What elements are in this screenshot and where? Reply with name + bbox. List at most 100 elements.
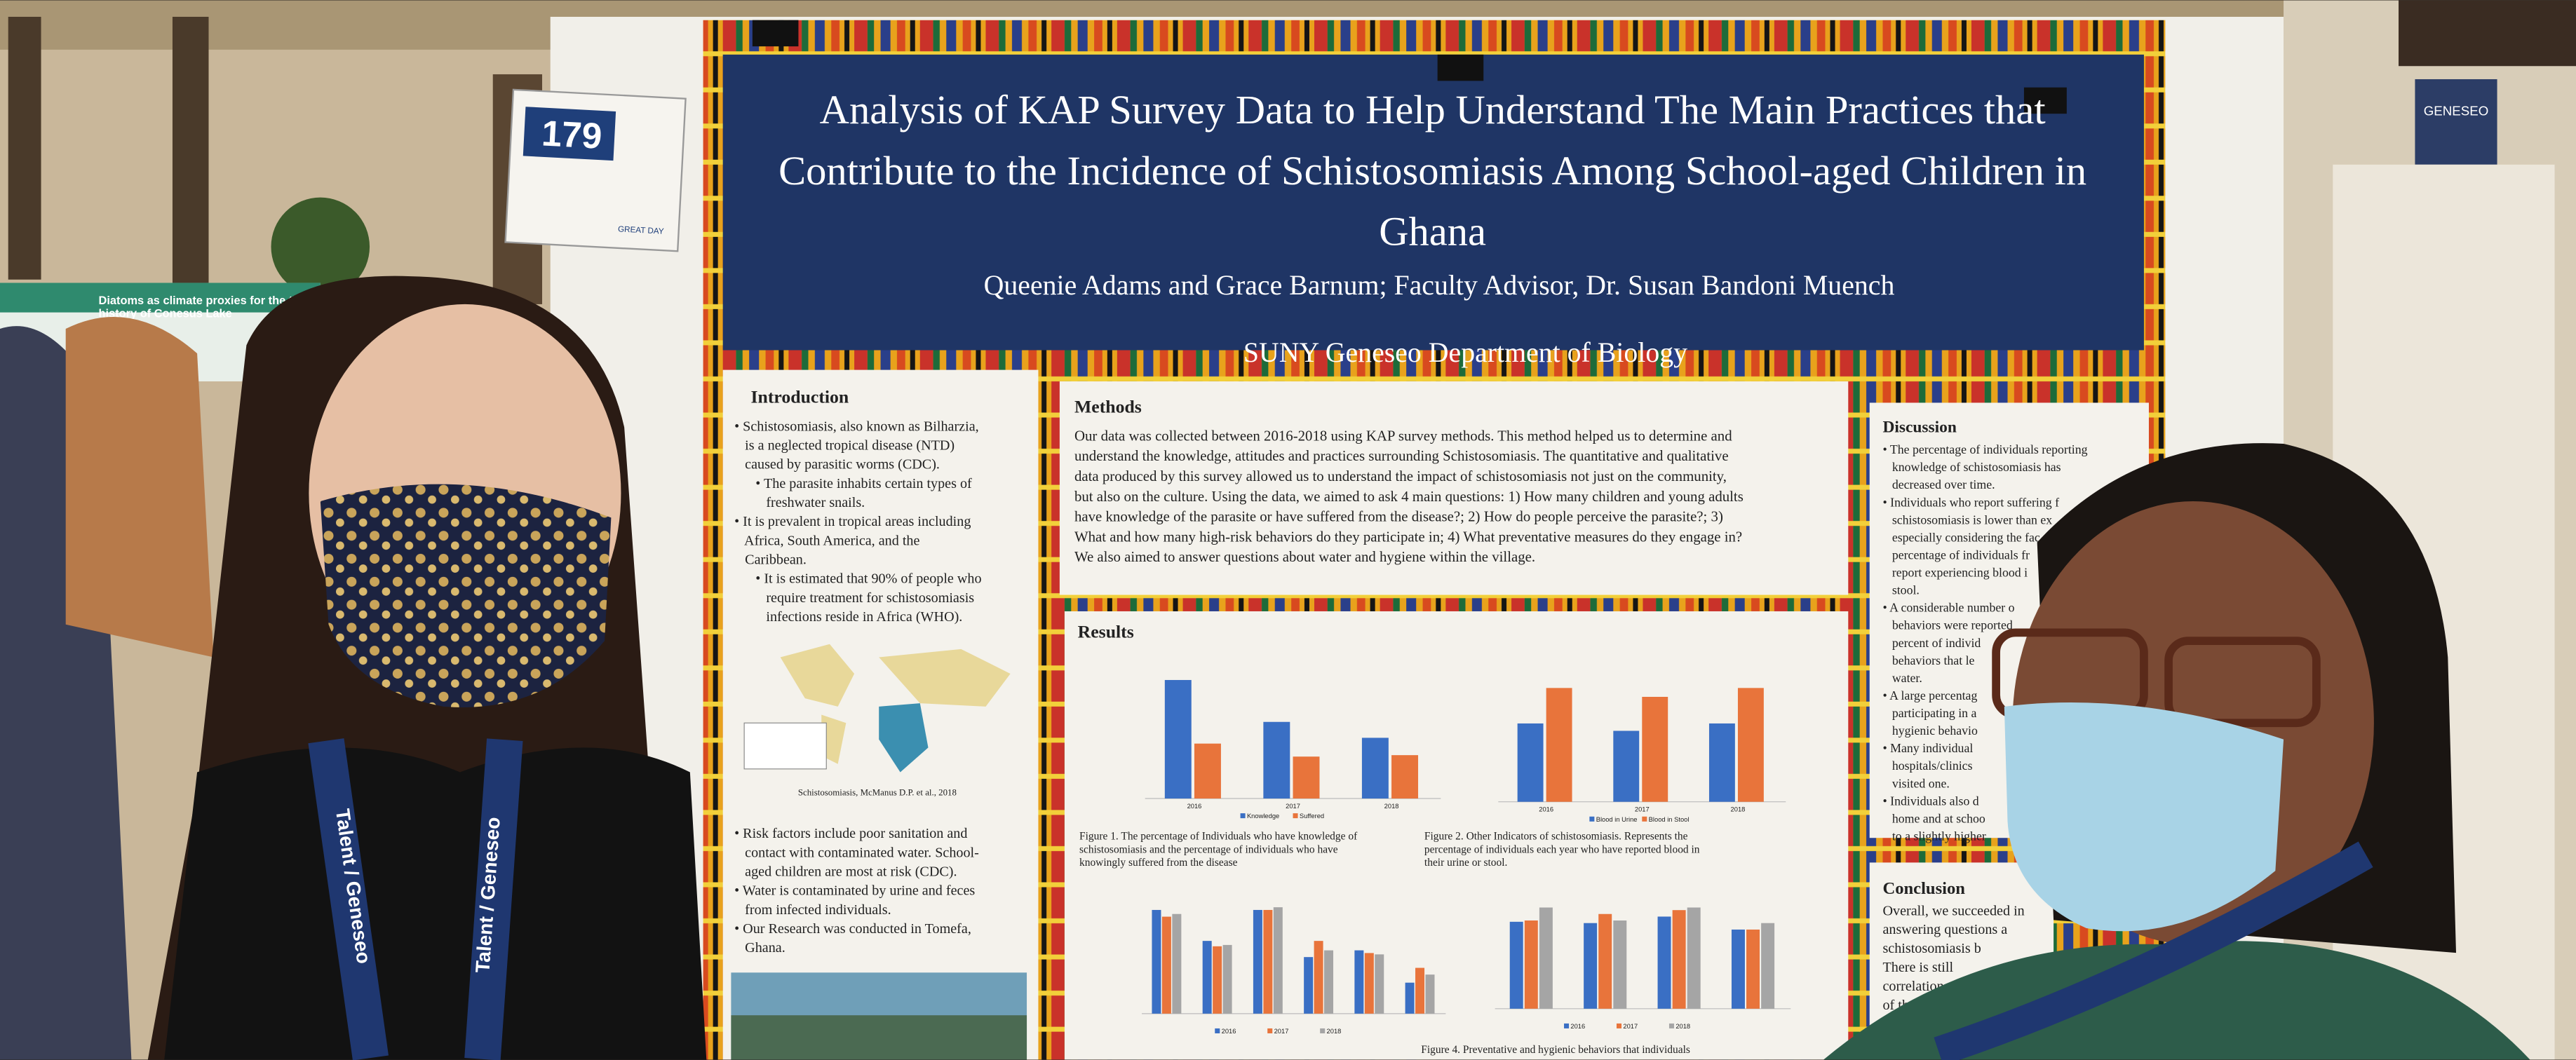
text-line: infections reside in Africa (WHO).	[734, 609, 962, 625]
bar	[1524, 920, 1538, 1009]
legend-label: Suffered	[1300, 813, 1324, 820]
text-line: answering questions a	[1882, 922, 2007, 937]
bar	[1672, 910, 1686, 1009]
text-line: • Many individual	[1882, 741, 1973, 755]
section-heading: Methods	[1074, 397, 1142, 417]
bar	[1546, 688, 1572, 802]
bar	[1509, 921, 1523, 1009]
map-caption: Schistosomiasis, McManus D.P. et al., 20…	[798, 787, 957, 797]
legend-swatch	[1293, 813, 1298, 819]
text-line: understand the knowledge, attitudes and …	[1074, 447, 1729, 464]
section-heading: Conclusion	[1882, 879, 1965, 898]
x-tick-label: 2018	[1384, 803, 1399, 810]
x-tick-label: 2016	[1187, 803, 1202, 810]
legend-swatch	[1564, 1023, 1570, 1028]
text-line: to a slightly higher	[1882, 829, 1985, 843]
bar	[1172, 913, 1182, 1014]
bar	[1657, 916, 1671, 1009]
text-line: data produced by this survey allowed us …	[1074, 468, 1727, 484]
text-line: knowingly suffered from the disease	[1079, 857, 1238, 869]
methods-panel	[1059, 381, 1849, 595]
text-line: schistosomiasis b	[1882, 941, 1981, 956]
bar	[1415, 967, 1425, 1014]
bar	[1584, 923, 1598, 1009]
text-line: knowledge of schistosomiasis has	[1882, 460, 2061, 474]
text-line: • A considerable number o	[1882, 601, 2014, 615]
bar	[1425, 974, 1435, 1014]
text-line: • A large percentag	[1882, 688, 1977, 702]
text-line: water.	[1882, 671, 1922, 685]
section-heading: Results	[1078, 621, 1134, 641]
bar	[1314, 941, 1323, 1014]
person-right	[1823, 443, 2530, 1060]
bar	[1213, 946, 1222, 1014]
bar	[1293, 756, 1320, 799]
text-line: schistosomiasis is lower than ex	[1882, 512, 2052, 526]
pillar	[8, 16, 41, 280]
title-banner	[722, 54, 2144, 351]
text-line: their urine or stool.	[1424, 857, 1507, 869]
bar	[1708, 723, 1735, 802]
text-line: especially considering the fac	[1882, 530, 2039, 544]
text-line: schistosomiasis and the percentage of in…	[1079, 843, 1338, 855]
text-line: Ghana.	[734, 940, 785, 956]
legend-label: Blood in Stool	[1649, 816, 1690, 823]
text-line: hospitals/clinics	[1882, 759, 1972, 773]
text-line: Figure 1. The percentage of Individuals …	[1079, 831, 1358, 843]
text-line: decreased over time.	[1882, 477, 1995, 491]
legend-swatch	[1668, 1023, 1674, 1028]
text-line: What and how many high-risk behaviors do…	[1074, 528, 1742, 545]
text-line: Contribute to the Incidence of Schistoso…	[778, 148, 2086, 193]
legend-swatch	[1642, 816, 1647, 822]
text-line: from infected individuals.	[734, 902, 891, 918]
legend-label: 2018	[1327, 1028, 1342, 1035]
legend-label: 2016	[1570, 1023, 1585, 1030]
sign-label: GREAT DAY	[618, 224, 664, 236]
text-line: freshwater snails.	[734, 495, 865, 510]
x-tick-label: 2016	[1539, 806, 1553, 813]
legend-label: Blood in Urine	[1596, 816, 1638, 823]
legend-swatch	[1215, 1028, 1220, 1033]
text-line: visited one.	[1882, 776, 1949, 790]
bar	[1202, 941, 1212, 1014]
bar	[1361, 738, 1389, 799]
text-line: report experiencing blood i	[1882, 566, 2028, 580]
bar	[1324, 950, 1334, 1014]
section-heading: Introduction	[751, 386, 849, 407]
bar	[1253, 909, 1262, 1014]
x-tick-label: 2017	[1286, 803, 1300, 810]
bar	[1161, 916, 1171, 1014]
bar	[1642, 696, 1668, 802]
legend-swatch	[1616, 1023, 1622, 1028]
bar	[1263, 721, 1290, 799]
text-line: but also on the culture. Using the data,…	[1074, 488, 1744, 505]
text-line: percent of individ	[1882, 636, 1981, 650]
text-line: hygienic behavio	[1882, 723, 1978, 738]
text-line: contact with contaminated water. School-	[734, 845, 979, 860]
bar	[1263, 909, 1273, 1014]
text-line: have knowledge of the parasite or have s…	[1074, 508, 1723, 525]
legend-swatch	[1240, 813, 1246, 819]
binder-clip	[2023, 87, 2067, 114]
bar	[1391, 755, 1419, 799]
text-line: We also aimed to answer questions about …	[1074, 548, 1535, 565]
text-line: percentage of individuals each year who …	[1424, 843, 1700, 855]
x-tick-label: 2017	[1635, 806, 1650, 813]
binder-clip	[1437, 54, 1484, 81]
bar	[1375, 954, 1384, 1014]
bar	[1273, 907, 1283, 1014]
bar	[1517, 723, 1544, 802]
lake-photo-shore	[731, 1015, 1027, 1060]
legend-label: 2017	[1623, 1023, 1638, 1030]
results-panel	[1064, 611, 1849, 1060]
sign-number: 179	[541, 112, 603, 156]
number-badge	[522, 107, 616, 161]
person-left: Talent / Geneseo Talent / Geneseo	[0, 276, 707, 1060]
section-heading: Discussion	[1882, 419, 1956, 437]
text-line: history of Conesus Lake	[99, 308, 232, 320]
legend-label: 2016	[1222, 1028, 1236, 1035]
bar	[1539, 907, 1553, 1009]
bar	[1687, 907, 1701, 1009]
legend-label: 2018	[1675, 1023, 1690, 1030]
world-map	[743, 644, 1011, 773]
